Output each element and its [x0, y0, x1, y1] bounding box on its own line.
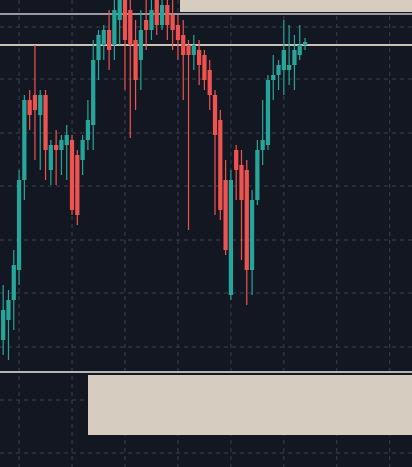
candle-body	[1, 310, 6, 340]
candle-body	[38, 95, 43, 115]
candle-body	[196, 50, 202, 65]
candle-body	[22, 100, 27, 180]
candle-body	[159, 5, 165, 25]
candle-body	[234, 150, 239, 170]
candle-body	[80, 140, 85, 160]
candle-body	[43, 95, 48, 150]
candle-body	[128, 10, 133, 45]
candle-body	[117, 0, 122, 20]
candle-body	[122, 0, 128, 40]
candle-body	[6, 300, 11, 320]
candle-body	[112, 10, 117, 45]
candle-body	[154, 0, 159, 25]
candle-body	[249, 200, 255, 270]
candle-body	[191, 45, 196, 55]
candle-body	[32, 95, 38, 110]
candle-body	[106, 30, 112, 50]
candle-body	[271, 75, 276, 80]
candle-body	[181, 35, 186, 55]
candle-body	[69, 140, 75, 210]
candle-body	[287, 65, 292, 70]
candle-body	[144, 20, 149, 30]
candle-body	[48, 145, 53, 170]
candle-body	[207, 70, 212, 95]
candle-body	[202, 55, 207, 80]
candle-body	[265, 80, 271, 145]
candle-body	[175, 25, 181, 40]
candle-body	[27, 100, 32, 115]
candle-body	[244, 170, 249, 270]
candle-body	[218, 120, 223, 210]
candle-body	[292, 50, 297, 65]
candle-body	[85, 120, 91, 140]
candle-body	[297, 45, 302, 55]
candle-body	[302, 42, 308, 45]
candle-body	[101, 30, 106, 45]
candle-body	[239, 165, 244, 200]
candle-body	[276, 65, 281, 75]
demand-zone	[88, 375, 412, 435]
candle-body	[54, 145, 59, 150]
candle-body	[16, 180, 22, 270]
candle-body	[59, 140, 64, 150]
candle-body	[11, 265, 16, 300]
candle-body	[170, 15, 175, 30]
candle-body	[165, 5, 170, 25]
candle-body	[281, 50, 286, 70]
candle-body	[228, 180, 234, 295]
candle-body	[133, 40, 138, 80]
candle-body	[138, 30, 143, 60]
candle-body	[96, 35, 101, 60]
candle-body	[64, 135, 69, 145]
candle-body	[186, 45, 191, 55]
candle-body	[149, 10, 154, 30]
candle-body	[223, 180, 228, 250]
candle-body	[260, 140, 265, 150]
candle-body	[91, 60, 96, 125]
candle-body	[255, 150, 260, 200]
candles	[1, 0, 308, 360]
supply-zone	[180, 0, 412, 12]
candle-body	[212, 95, 218, 135]
candle-body	[75, 155, 80, 215]
